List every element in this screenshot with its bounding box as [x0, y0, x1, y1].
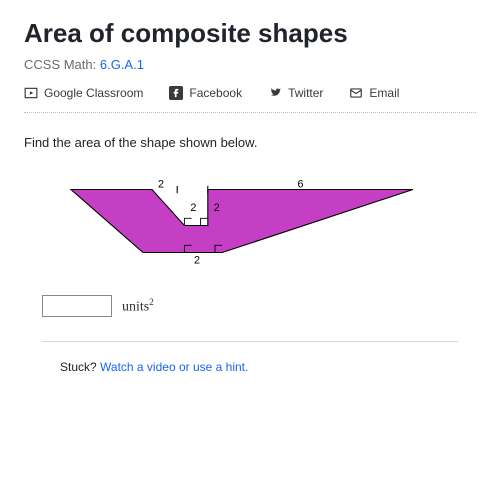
- google-classroom-icon: [24, 86, 38, 100]
- answer-row: units2: [42, 295, 458, 317]
- share-facebook[interactable]: Facebook: [169, 86, 242, 100]
- share-label: Email: [369, 86, 399, 100]
- units-base: units: [122, 299, 149, 314]
- svg-text:2: 2: [190, 202, 196, 214]
- stuck-prefix: Stuck?: [60, 360, 100, 374]
- svg-text:2: 2: [158, 179, 164, 191]
- units-label: units2: [122, 297, 154, 316]
- share-email[interactable]: Email: [349, 86, 399, 100]
- instruction-text: Find the area of the shape shown below.: [24, 135, 476, 150]
- svg-text:2: 2: [214, 202, 220, 214]
- svg-text:2: 2: [194, 254, 200, 266]
- divider-dotted: [24, 112, 476, 113]
- email-icon: [349, 86, 363, 100]
- standard-link[interactable]: 6.G.A.1: [100, 57, 144, 72]
- twitter-icon: [268, 86, 282, 100]
- stuck-link[interactable]: Watch a video or use a hint.: [100, 360, 248, 374]
- divider-solid: [42, 341, 458, 342]
- units-exponent: 2: [149, 297, 154, 307]
- share-label: Google Classroom: [44, 86, 143, 100]
- answer-input[interactable]: [42, 295, 112, 317]
- share-label: Facebook: [189, 86, 242, 100]
- share-label: Twitter: [288, 86, 323, 100]
- share-row: Google Classroom Facebook Twitter Email: [24, 86, 476, 112]
- share-google-classroom[interactable]: Google Classroom: [24, 86, 143, 100]
- facebook-icon: [169, 86, 183, 100]
- page-title: Area of composite shapes: [24, 18, 476, 49]
- composite-figure: 2 2 2 6 2: [42, 176, 458, 271]
- svg-text:6: 6: [298, 179, 304, 191]
- exercise-screen: Area of composite shapes CCSS Math: 6.G.…: [0, 0, 500, 500]
- figure-svg: 2 2 2 6 2: [42, 176, 442, 266]
- stuck-line: Stuck? Watch a video or use a hint.: [60, 360, 476, 374]
- share-twitter[interactable]: Twitter: [268, 86, 323, 100]
- standard-line: CCSS Math: 6.G.A.1: [24, 57, 476, 72]
- standard-prefix: CCSS Math:: [24, 57, 100, 72]
